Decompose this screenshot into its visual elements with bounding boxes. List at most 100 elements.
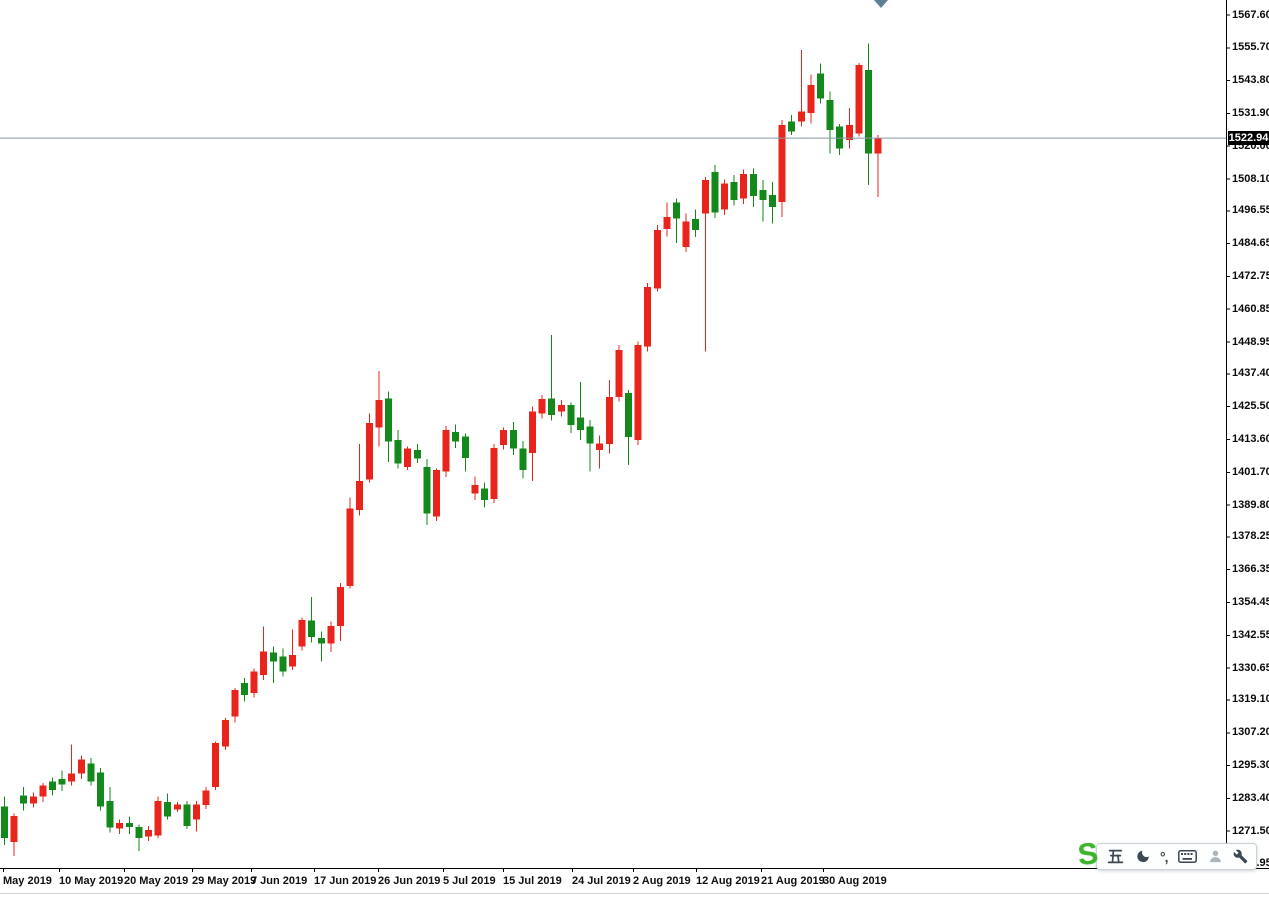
ime-wubi-mode-icon[interactable] bbox=[1107, 847, 1124, 867]
candle bbox=[682, 213, 690, 252]
candle bbox=[577, 381, 584, 440]
candle bbox=[337, 583, 344, 641]
sogou-ime-logo-icon[interactable]: S bbox=[1076, 837, 1100, 872]
candle bbox=[394, 430, 402, 469]
candle bbox=[548, 335, 556, 421]
candle bbox=[145, 826, 152, 842]
candle bbox=[241, 678, 248, 702]
candle bbox=[346, 497, 354, 589]
candle bbox=[845, 108, 853, 149]
date-label: 29 May 2019 bbox=[192, 875, 257, 887]
date-label: 20 May 2019 bbox=[124, 875, 189, 887]
ime-moon-icon[interactable] bbox=[1135, 847, 1150, 867]
candle bbox=[788, 114, 796, 136]
candle bbox=[817, 63, 824, 104]
candle bbox=[673, 198, 680, 244]
price-tick-label: 1425.50 bbox=[1232, 400, 1269, 413]
candle bbox=[865, 43, 872, 186]
candle bbox=[433, 468, 440, 522]
date-label: 30 Aug 2019 bbox=[823, 875, 887, 887]
candle bbox=[106, 786, 114, 833]
candle bbox=[77, 755, 85, 779]
candle bbox=[193, 801, 200, 832]
price-tick-label: 1295.30 bbox=[1232, 759, 1269, 772]
candle bbox=[183, 801, 191, 829]
ime-keyboard-icon[interactable] bbox=[1178, 847, 1197, 867]
price-tick-label: 1543.80 bbox=[1232, 74, 1269, 87]
candle bbox=[116, 819, 124, 835]
candle bbox=[375, 370, 383, 447]
candle bbox=[490, 443, 498, 504]
candle bbox=[596, 435, 604, 469]
candle bbox=[605, 379, 613, 454]
candle bbox=[663, 202, 671, 237]
candle bbox=[855, 63, 863, 137]
candle bbox=[529, 406, 536, 482]
candle bbox=[874, 135, 882, 197]
price-tick-label: 1271.50 bbox=[1232, 824, 1269, 837]
ime-punctuation-icon[interactable]: °, bbox=[1160, 848, 1168, 865]
price-tick-label: 1389.80 bbox=[1232, 498, 1269, 511]
candle bbox=[269, 646, 277, 684]
ime-user-icon[interactable] bbox=[1208, 847, 1223, 867]
candle bbox=[164, 793, 172, 820]
window-bottom-divider bbox=[0, 893, 1269, 894]
axis-lines bbox=[0, 0, 1269, 869]
candle bbox=[701, 176, 709, 352]
date-label: 21 Aug 2019 bbox=[761, 875, 825, 887]
candle bbox=[615, 344, 623, 402]
candle bbox=[231, 687, 239, 723]
candle bbox=[749, 168, 757, 207]
candle bbox=[471, 476, 479, 500]
price-tick-label: 1508.10 bbox=[1232, 172, 1269, 185]
candle bbox=[711, 164, 719, 218]
chart-shift-marker-icon[interactable] bbox=[874, 0, 888, 8]
price-tick-label: 1484.65 bbox=[1232, 237, 1269, 250]
candle bbox=[29, 792, 37, 808]
date-label: 26 Jun 2019 bbox=[378, 875, 441, 887]
candle bbox=[221, 718, 229, 750]
price-tick-label: 1330.65 bbox=[1232, 661, 1269, 674]
candle bbox=[644, 283, 652, 352]
price-tick-label: 1354.45 bbox=[1232, 596, 1269, 609]
candle bbox=[385, 391, 392, 462]
price-tick-label: 1448.95 bbox=[1232, 335, 1269, 348]
candle bbox=[97, 767, 104, 811]
candle bbox=[721, 179, 728, 216]
date-label: 17 Jun 2019 bbox=[314, 875, 377, 887]
ime-toolbar: °, bbox=[1096, 843, 1257, 870]
candle bbox=[202, 787, 210, 810]
candle bbox=[39, 782, 47, 803]
candle bbox=[557, 400, 565, 417]
date-label: 24 Jul 2019 bbox=[572, 875, 631, 887]
candle bbox=[404, 446, 412, 471]
ime-wrench-icon[interactable] bbox=[1233, 847, 1248, 867]
candle bbox=[740, 169, 748, 205]
price-tick-label: 1460.85 bbox=[1232, 302, 1269, 315]
candle bbox=[442, 426, 450, 477]
candle bbox=[452, 424, 460, 448]
candle bbox=[538, 394, 546, 419]
candle bbox=[519, 441, 527, 479]
candle bbox=[317, 631, 325, 662]
candle bbox=[692, 209, 700, 238]
candle bbox=[298, 617, 306, 651]
candle bbox=[173, 802, 181, 813]
candle bbox=[289, 629, 296, 670]
candle bbox=[797, 50, 805, 127]
candle bbox=[125, 816, 133, 835]
candles-layer bbox=[1, 43, 882, 856]
date-label: May 2019 bbox=[3, 875, 52, 887]
price-tick-label: 1307.20 bbox=[1232, 726, 1269, 739]
candle bbox=[807, 74, 815, 124]
candle bbox=[154, 796, 162, 838]
candle bbox=[135, 824, 143, 851]
candle bbox=[826, 91, 834, 154]
candle bbox=[509, 421, 517, 455]
candle bbox=[567, 402, 575, 434]
price-tick-label: 1437.40 bbox=[1232, 367, 1269, 380]
candle bbox=[500, 427, 508, 450]
price-tick-label: 1401.70 bbox=[1232, 465, 1269, 478]
